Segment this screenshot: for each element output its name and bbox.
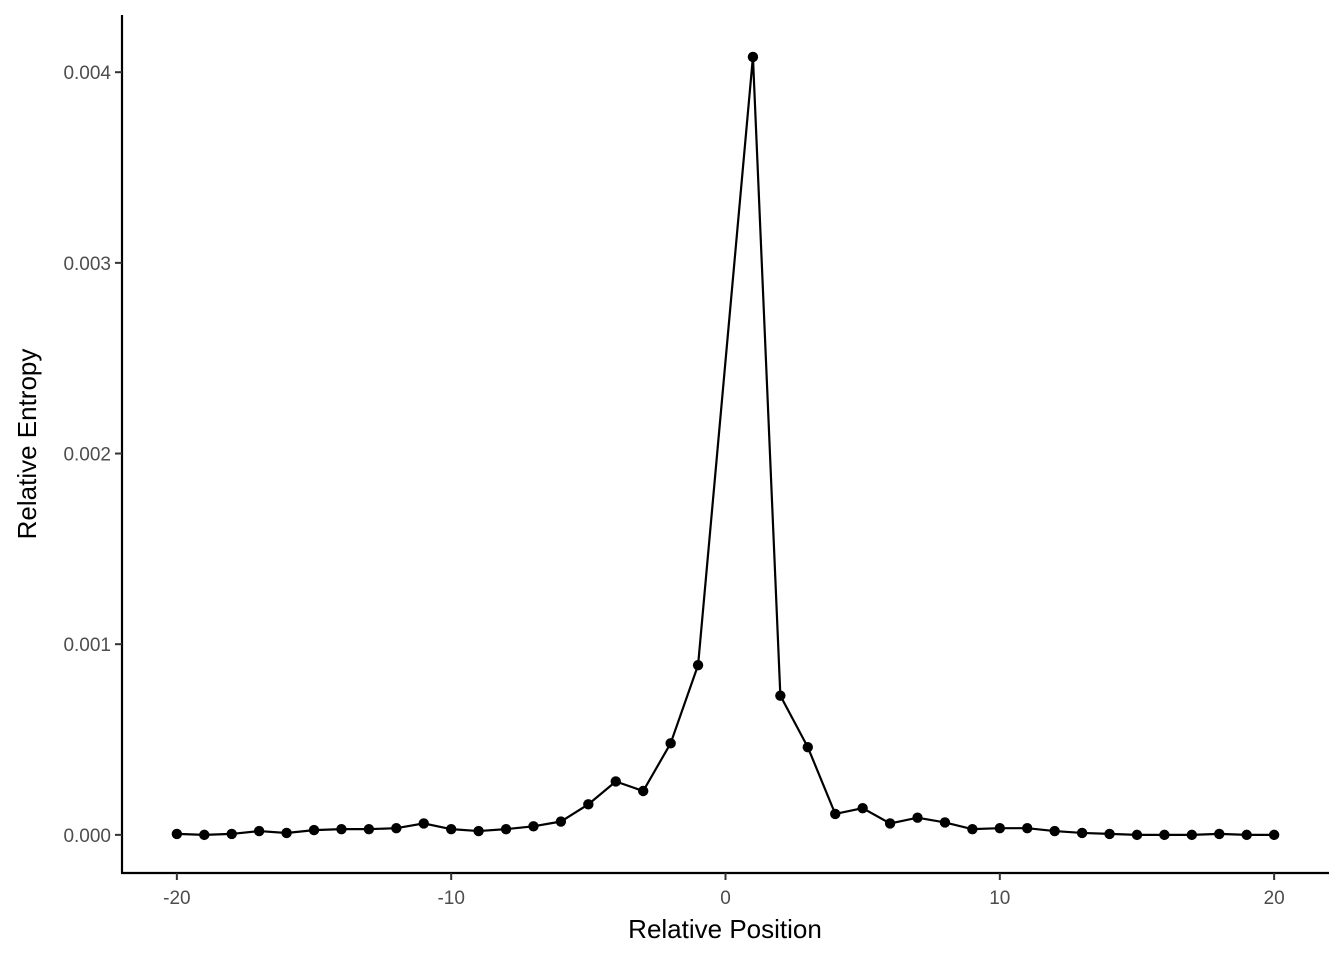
data-point: [1049, 825, 1060, 837]
x-tick-label: 20: [1264, 888, 1285, 909]
axes: [120, 15, 1329, 875]
y-axis-title: Relative Entropy: [12, 349, 42, 540]
data-point: [967, 823, 978, 835]
data-point: [171, 828, 183, 840]
data-point: [994, 822, 1006, 834]
data-point: [1214, 828, 1225, 840]
data-points: [171, 51, 1280, 841]
x-axis-title: Relative Position: [628, 914, 822, 944]
data-point: [912, 812, 923, 823]
data-point: [473, 825, 484, 837]
data-point: [281, 827, 292, 839]
data-point: [500, 823, 512, 835]
data-point: [1241, 829, 1252, 841]
data-point: [1131, 829, 1143, 841]
data-point: [1159, 829, 1170, 841]
data-point: [939, 817, 951, 828]
data-point: [308, 824, 320, 836]
x-tick-label: 10: [989, 888, 1010, 909]
data-point: [638, 785, 649, 797]
data-point: [1076, 827, 1088, 839]
data-point: [1268, 829, 1280, 841]
data-point: [226, 828, 237, 840]
data-point: [1022, 822, 1033, 834]
data-point: [1186, 829, 1198, 841]
data-point: [857, 802, 868, 814]
data-point: [884, 818, 896, 829]
x-tick-label: 0: [720, 888, 731, 909]
y-tick-label: 0.002: [63, 445, 111, 466]
data-point: [199, 829, 210, 841]
data-point: [802, 741, 813, 753]
y-tick-label: 0.004: [63, 63, 111, 84]
data-point: [253, 825, 265, 837]
data-point: [391, 822, 402, 834]
data-point: [528, 821, 539, 832]
data-point: [555, 816, 567, 827]
data-point: [336, 823, 347, 835]
data-point: [363, 823, 375, 835]
x-tick-label: -20: [163, 888, 190, 909]
data-point: [418, 818, 429, 829]
data-point: [665, 738, 676, 749]
y-tick-label: 0.001: [63, 635, 111, 656]
y-tick-label: 0.000: [63, 826, 111, 847]
data-point: [775, 690, 786, 701]
data-point: [1104, 828, 1115, 840]
series-line: [176, 56, 1275, 836]
data-point: [445, 823, 457, 835]
data-point: [610, 776, 621, 787]
data-point: [830, 808, 841, 820]
data-point: [692, 659, 704, 671]
y-tick-label: 0.003: [63, 254, 111, 275]
data-point: [583, 799, 594, 810]
data-point: [747, 51, 759, 63]
x-tick-label: -10: [437, 888, 464, 909]
x-ticks: -20 -10 0 10 20: [163, 873, 1285, 909]
y-ticks: 0.000 0.001 0.002 0.003 0.004: [63, 63, 122, 847]
